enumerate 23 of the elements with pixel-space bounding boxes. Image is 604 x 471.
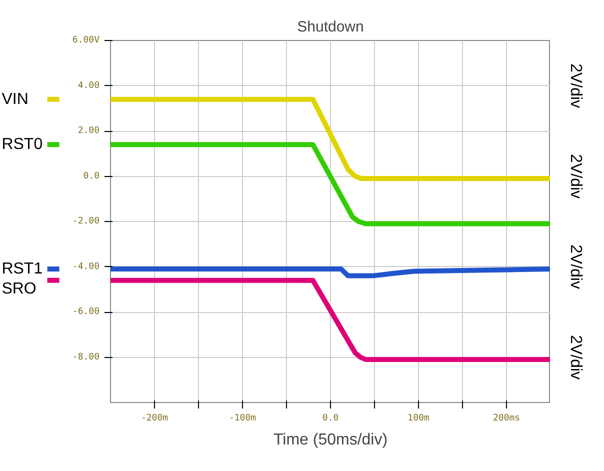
y-tick-label: -2.00 <box>72 216 100 226</box>
chart-title: Shutdown <box>297 18 364 36</box>
text: 2V/div <box>567 335 584 380</box>
x-tick-label: -100m <box>228 414 256 424</box>
y-tick-label: -6.00 <box>72 307 100 317</box>
x-tick-label: -200m <box>140 414 168 424</box>
x-axis-title: Time (50ms/div) <box>273 432 388 448</box>
x-tick-label: 0.0 <box>322 414 339 424</box>
y-tick-label: -4.00 <box>72 262 100 272</box>
y-tick-label: -8.00 <box>72 352 100 362</box>
text: 2V/div <box>567 244 584 289</box>
y-tick-label: 4.00 <box>78 80 100 91</box>
y-tick-label: 0.0 <box>83 171 100 182</box>
x-tick-label: 200ms <box>492 414 520 424</box>
y-tick-label: 2.00 <box>78 126 100 136</box>
text: 2V/div <box>567 64 584 108</box>
legend-label: VIN <box>2 90 28 108</box>
legend-label: RST1 <box>2 260 43 278</box>
legend-label: RST0 <box>2 136 43 154</box>
text: 2V/div <box>567 154 584 198</box>
y-tick-label: 6.00V <box>72 36 100 46</box>
legend-label: SRO <box>2 280 36 298</box>
x-tick-label: 100m <box>408 414 430 424</box>
